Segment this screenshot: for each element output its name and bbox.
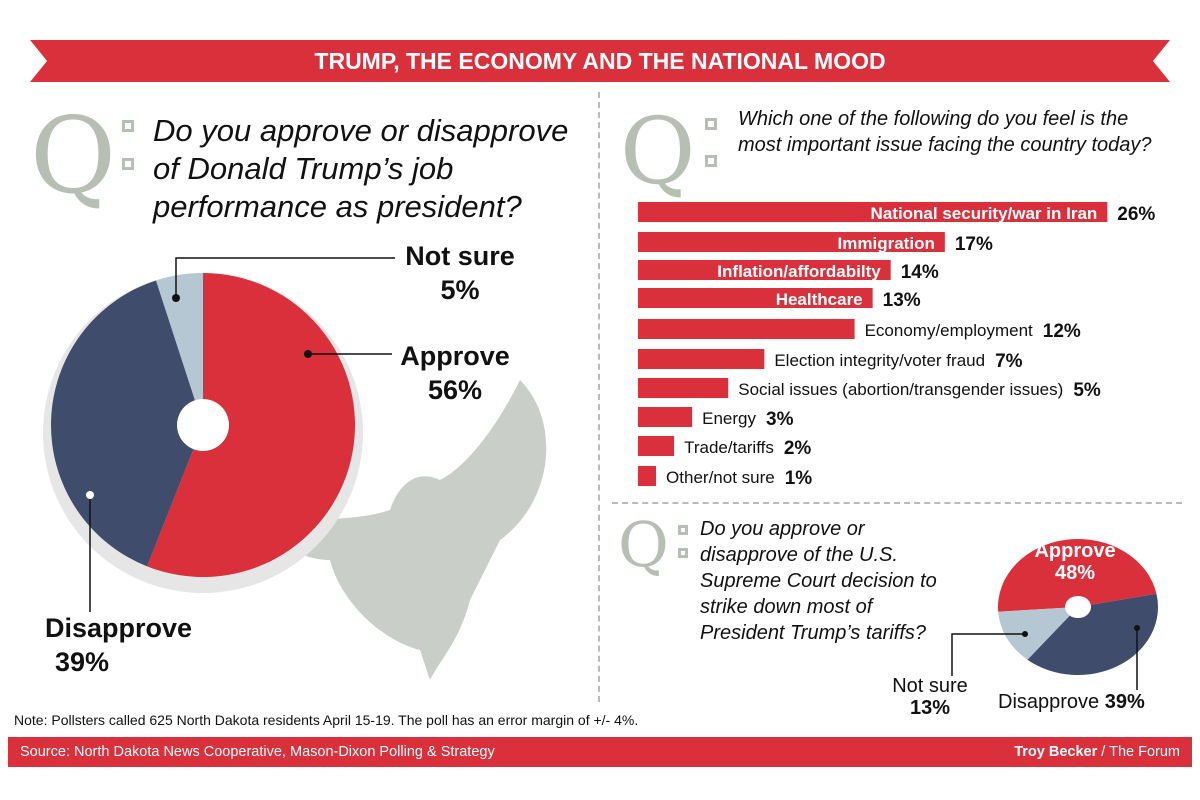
bar-0 [638, 202, 1108, 222]
bar-value-8: 2% [784, 438, 812, 459]
question-2: Which one of the following do you feel i… [738, 108, 1152, 156]
q-icon: Q [30, 95, 117, 217]
bar-value-5: 7% [995, 351, 1023, 372]
credit-org: / The Forum [1097, 744, 1180, 760]
label-value: 5% [440, 274, 480, 305]
label-text: Not sure [892, 675, 968, 697]
label-value: 56% [427, 374, 483, 405]
bar-8 [638, 436, 675, 456]
bar-value-1: 17% [955, 234, 993, 255]
bar-label-4: Economy/employment [865, 321, 1033, 340]
label-text: Disapprove [45, 613, 193, 643]
colon-icon [122, 120, 134, 132]
label-value: 39% [55, 646, 110, 677]
footer: Source: North Dakota News Cooperative, M… [8, 737, 1192, 767]
bar-label-1: Immigration [838, 234, 935, 253]
eagle-emblem-icon [260, 380, 547, 680]
label-approve-2: Approve 48% [1020, 540, 1130, 584]
colon-icon [678, 548, 688, 558]
label-not-sure-2: Not sure 13% [875, 675, 985, 719]
label-disapprove: Disapprove 39% [45, 612, 225, 680]
divider-horizontal [612, 502, 1182, 504]
bar-label-6: Social issues (abortion/transgender issu… [738, 380, 1063, 399]
label-text: Approve [1034, 540, 1116, 562]
bar-9 [638, 466, 657, 486]
bar-1 [638, 232, 945, 252]
label-disapprove-2: Disapprove 39% [998, 690, 1188, 715]
bar-7 [638, 407, 693, 427]
label-value: 48% [1054, 562, 1096, 584]
bar-label-0: National security/war in Iran [871, 204, 1098, 223]
pie2-slice-disapprove [1027, 593, 1158, 676]
question-1: Do you approve or disapprove of Donald T… [153, 113, 569, 224]
credit: Troy Becker / The Forum [1014, 744, 1180, 760]
note: Note: Pollsters called 625 North Dakota … [14, 712, 639, 728]
pie1-slice-not-sure [156, 273, 203, 425]
leader-line [951, 633, 1025, 676]
bar-value-2: 14% [901, 262, 939, 283]
bar-value-6: 5% [1073, 380, 1101, 401]
pie1-slice-approve [147, 273, 355, 577]
source: Source: North Dakota News Cooperative, M… [20, 744, 495, 760]
pie2-center-hole [1065, 595, 1091, 619]
pie1-center-hole [177, 399, 229, 451]
bar-5 [638, 349, 765, 369]
label-approve: Approve 56% [385, 340, 525, 408]
q-icon: Q [618, 508, 669, 581]
bar-label-9: Other/not sure [666, 468, 775, 487]
bar-label-7: Energy [702, 409, 756, 428]
bar-label-3: Healthcare [776, 290, 863, 309]
credit-name: Troy Becker [1014, 744, 1098, 760]
bar-value-4: 12% [1043, 321, 1081, 342]
bar-4 [638, 319, 855, 339]
q-icon: Q [620, 98, 696, 205]
label-value: 39% [1104, 691, 1145, 713]
bar-value-3: 13% [883, 290, 921, 311]
bar-6 [638, 378, 729, 398]
bar-2 [638, 260, 891, 280]
colon-icon [705, 118, 717, 130]
label-value: 13% [909, 697, 951, 719]
bar-value-7: 3% [766, 409, 794, 430]
title-banner: TRUMP, THE ECONOMY AND THE NATIONAL MOOD [30, 40, 1170, 82]
divider-vertical [598, 92, 600, 702]
colon-icon [122, 158, 134, 170]
pie2-slice-not-sure [998, 607, 1078, 660]
leader-dot [86, 491, 94, 499]
question-3: Do you approve or disapprove of the U.S.… [700, 518, 937, 644]
leader-dot [304, 350, 312, 358]
bar-label-8: Trade/tariffs [684, 438, 774, 457]
bar-value-9: 1% [785, 468, 813, 489]
leader-dot [1134, 625, 1140, 631]
bar-3 [638, 288, 873, 308]
label-text: Disapprove [998, 691, 1100, 713]
colon-icon [678, 525, 688, 535]
leader-dot [172, 294, 180, 302]
label-not-sure: Not sure 5% [395, 240, 525, 308]
bar-value-0: 26% [1117, 204, 1155, 225]
leader-line [175, 257, 395, 298]
title: TRUMP, THE ECONOMY AND THE NATIONAL MOOD [314, 47, 886, 74]
bar-label-5: Election integrity/voter fraud [774, 351, 985, 370]
pie2-slice-approve [998, 538, 1157, 612]
leader-dot [1022, 631, 1028, 637]
label-text: Not sure [405, 241, 515, 271]
bar-label-2: Inflation/affordabilty [717, 262, 881, 281]
colon-icon [705, 155, 717, 167]
label-text: Approve [400, 341, 510, 371]
